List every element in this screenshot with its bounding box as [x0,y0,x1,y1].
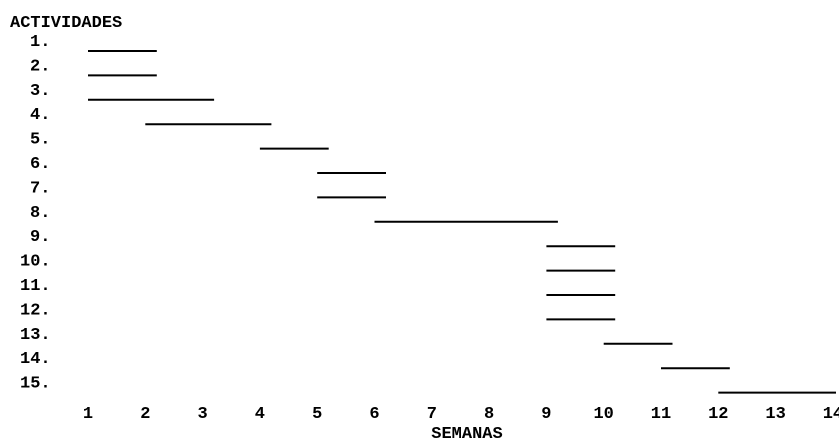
activity-label: 5. [30,131,50,150]
chart-title: ACTIVIDADES [10,14,122,33]
activity-label: 11. [20,277,51,296]
x-tick-label: 11 [651,405,671,424]
x-tick-label: 14 [823,405,839,424]
x-tick-label: 12 [708,405,728,424]
x-tick-label: 1 [83,405,93,424]
activity-labels: 1. 2. 3. 4. 5. 6. 7. 8. 9. 10. 11. 12. 13. 14. 15. [20,33,51,394]
activity-label: 14. [20,350,51,369]
activity-label: 13. [20,326,51,345]
activity-bars [88,50,836,394]
x-tick-label: 5 [312,405,322,424]
activity-label: 15. [20,375,51,394]
activity-label: 2. [30,57,50,76]
x-axis-label: SEMANAS [431,425,502,442]
activity-label: 8. [30,204,50,223]
x-tick-label: 7 [427,405,437,424]
x-tick-labels: 1 2 3 4 5 6 7 8 9 10 11 12 13 14 [83,405,839,424]
x-tick-label: 6 [369,405,379,424]
activity-label: 9. [30,228,50,247]
x-tick-label: 3 [197,405,207,424]
x-tick-label: 13 [765,405,785,424]
x-tick-label: 10 [593,405,613,424]
x-tick-label: 2 [140,405,150,424]
activity-label: 10. [20,253,51,272]
x-tick-label: 9 [541,405,551,424]
x-tick-label: 8 [484,405,494,424]
activity-label: 12. [20,301,51,320]
activity-label: 6. [30,155,50,174]
activity-label: 4. [30,106,50,125]
activity-label: 3. [30,82,50,101]
x-tick-label: 4 [255,405,265,424]
activity-label: 1. [30,33,50,52]
activity-label: 7. [30,179,50,198]
